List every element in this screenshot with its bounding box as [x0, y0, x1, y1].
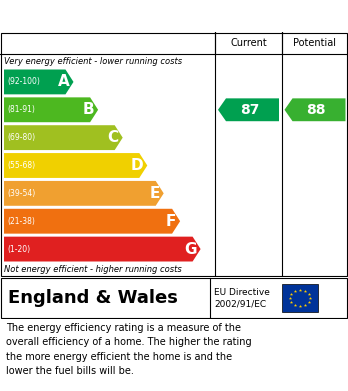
Text: Current: Current [230, 38, 267, 48]
Text: (55-68): (55-68) [7, 161, 35, 170]
Text: C: C [108, 130, 119, 145]
Text: (81-91): (81-91) [7, 105, 35, 114]
Text: England & Wales: England & Wales [8, 289, 178, 307]
Polygon shape [4, 209, 180, 234]
Polygon shape [4, 97, 98, 122]
Text: The energy efficiency rating is a measure of the
overall efficiency of a home. T: The energy efficiency rating is a measur… [6, 323, 252, 376]
Polygon shape [4, 153, 147, 178]
Text: G: G [184, 242, 197, 256]
Text: 88: 88 [307, 103, 326, 117]
Bar [282, 284, 318, 312]
Polygon shape [4, 237, 200, 262]
Text: (92-100): (92-100) [7, 77, 40, 86]
Text: (21-38): (21-38) [7, 217, 35, 226]
Polygon shape [4, 125, 123, 150]
Text: Energy Efficiency Rating: Energy Efficiency Rating [9, 9, 219, 23]
Text: Very energy efficient - lower running costs: Very energy efficient - lower running co… [4, 57, 182, 66]
Polygon shape [4, 181, 164, 206]
Text: A: A [58, 74, 70, 90]
Text: Potential: Potential [293, 38, 337, 48]
Polygon shape [4, 70, 73, 94]
Text: (69-80): (69-80) [7, 133, 35, 142]
Text: 87: 87 [240, 103, 259, 117]
Text: E: E [149, 186, 160, 201]
Text: Not energy efficient - higher running costs: Not energy efficient - higher running co… [4, 265, 182, 274]
Text: D: D [131, 158, 143, 173]
Text: (39-54): (39-54) [7, 189, 35, 198]
Text: (1-20): (1-20) [7, 245, 30, 254]
Text: F: F [166, 214, 176, 229]
Polygon shape [285, 99, 346, 121]
Text: B: B [82, 102, 94, 117]
Polygon shape [218, 99, 279, 121]
Text: EU Directive
2002/91/EC: EU Directive 2002/91/EC [214, 288, 270, 308]
